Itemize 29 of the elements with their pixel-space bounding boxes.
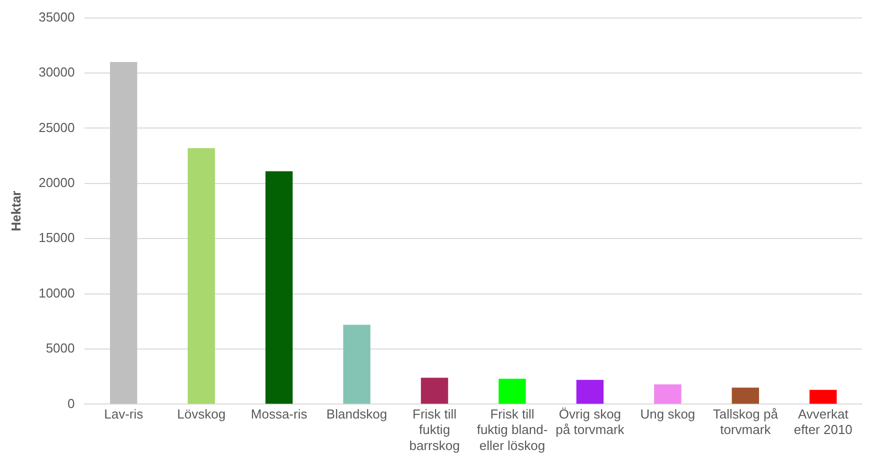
bar (265, 171, 293, 404)
y-axis-title: Hektar (8, 190, 24, 232)
x-tick-label: Lav-ris (104, 406, 144, 422)
x-tick-label: Blandskog (326, 406, 388, 422)
bar (110, 62, 138, 404)
y-tick-label: 10000 (38, 285, 75, 300)
y-tick-label: 25000 (38, 120, 75, 135)
x-tick-label: Frisk till fuktig barrskog (409, 406, 460, 453)
bar (420, 378, 448, 404)
x-tick-label: Mossa-ris (250, 406, 308, 422)
y-tick-label: 20000 (38, 174, 75, 190)
bar (188, 148, 215, 404)
x-tick-label: Frisk till fuktig bland- eller löskog (476, 406, 548, 453)
y-tick-label: 5000 (46, 340, 75, 356)
bar (498, 378, 526, 404)
bar (810, 390, 837, 404)
bar (343, 324, 370, 404)
x-tick-label: Lövskog (177, 406, 226, 422)
y-tick-label: 35000 (38, 9, 75, 24)
bar (654, 384, 682, 404)
x-tick-label: Tallskog på torvmark (712, 406, 779, 438)
x-tick-label: Ung skog (640, 406, 696, 422)
bar (732, 388, 760, 404)
y-tick-label: 15000 (38, 230, 75, 246)
y-tick-label: 30000 (38, 64, 75, 80)
x-tick-label: Övrig skog på torvmark (556, 406, 625, 438)
bar (576, 380, 604, 404)
x-tick-label: Avverkat efter 2010 (794, 406, 852, 438)
y-tick-label: 0 (68, 396, 75, 411)
